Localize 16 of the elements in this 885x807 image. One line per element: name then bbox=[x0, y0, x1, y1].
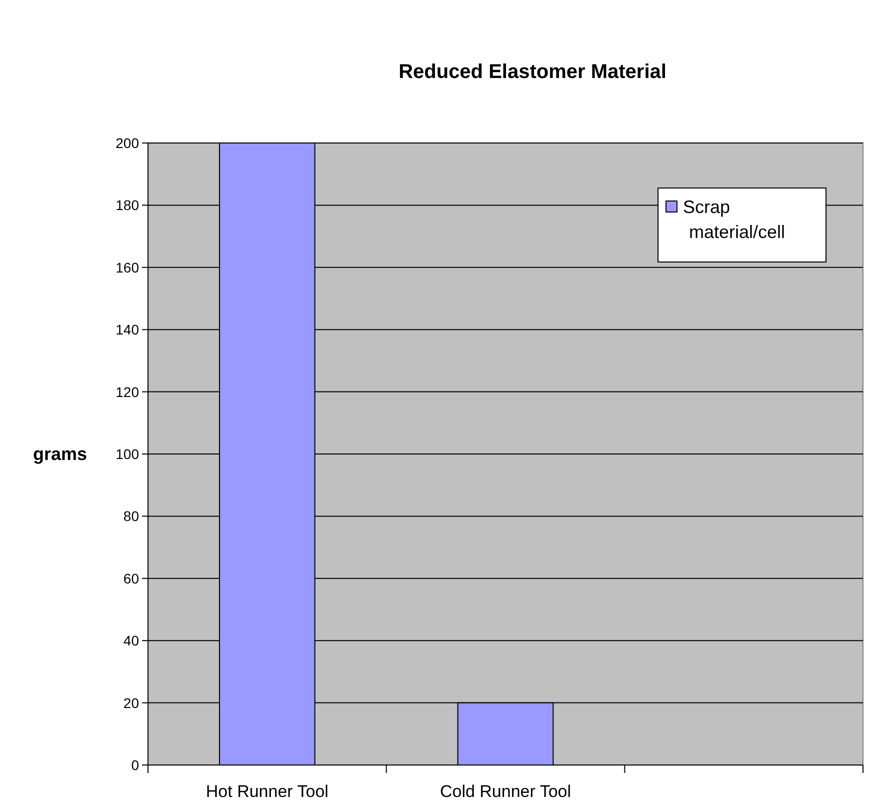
y-tick-label: 100 bbox=[116, 446, 140, 462]
y-tick-label: 160 bbox=[116, 259, 140, 276]
x-tick-label: Hot Runner Tool bbox=[206, 782, 328, 801]
y-tick-label: 120 bbox=[116, 384, 140, 400]
y-tick-label: 140 bbox=[116, 322, 140, 338]
y-tick-label: 200 bbox=[116, 135, 140, 151]
x-tick-label: Cold Runner Tool bbox=[440, 782, 572, 801]
y-tick-label: 60 bbox=[123, 570, 140, 586]
y-tick-label: 40 bbox=[123, 632, 140, 649]
y-tick-label: 0 bbox=[131, 757, 140, 773]
y-axis-title: grams bbox=[32, 444, 88, 464]
y-tick-label: 180 bbox=[116, 197, 140, 214]
y-tick-label: 20 bbox=[123, 694, 140, 711]
legend-label: Scrap material/cell bbox=[683, 197, 786, 242]
chart-title: Reduced Elastomer Material bbox=[398, 61, 666, 83]
y-tick-label: 80 bbox=[123, 508, 140, 524]
